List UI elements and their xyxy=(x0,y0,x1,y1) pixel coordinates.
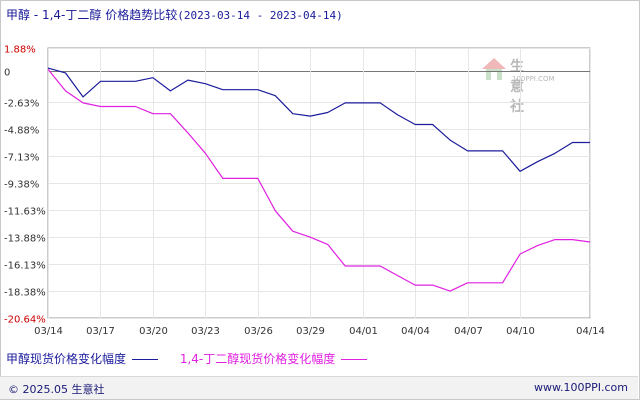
y-axis: 1.88% 0 -2.63% -4.88% -7.13% -9.38% -11.63% -13… xyxy=(4,45,46,326)
y-tick-label: 0 xyxy=(4,68,10,79)
y-tick-label: -2.63% xyxy=(4,99,39,110)
footer-site-link[interactable]: www.100PPI.com xyxy=(534,381,628,394)
x-tick-label: 04/10 xyxy=(506,326,535,337)
y-tick-label: -4.88% xyxy=(4,126,39,137)
x-tick-label: 03/23 xyxy=(191,326,220,337)
watermark-url: 100PPI.COM xyxy=(512,75,555,83)
series-layer xyxy=(47,67,591,292)
series-line-bdo xyxy=(47,68,591,292)
x-tick-label: 04/07 xyxy=(454,326,483,337)
series-line-methanol xyxy=(47,67,590,172)
x-tick-label: 03/29 xyxy=(296,326,325,337)
y-tick-label: -20.64% xyxy=(4,315,46,326)
y-tick-label: -16.13% xyxy=(4,261,46,272)
y-tick-label: -13.88% xyxy=(4,234,46,245)
house-logo-icon xyxy=(482,58,506,80)
price-trend-chart: 1.88% 0 -2.63% -4.88% -7.13% -9.38% -11.63% -13… xyxy=(4,45,605,338)
x-tick-label: 04/01 xyxy=(349,326,378,337)
legend-label-bdo: 1,4-丁二醇现货价格变化幅度 xyxy=(179,352,336,366)
footer: © 2025.05 生意社 www.100PPI.com xyxy=(0,376,638,399)
x-tick-label: 03/17 xyxy=(86,326,115,337)
x-tick-label: 03/26 xyxy=(244,326,273,337)
y-tick-label: -9.38% xyxy=(4,180,39,191)
y-tick-label: -11.63% xyxy=(4,207,46,218)
x-axis: 03/14 03/17 03/20 03/23 03/26 03/29 04/01 04/04… xyxy=(34,326,605,337)
date-range: (2023-03-14 - 2023-04-14) xyxy=(177,9,343,22)
chart-title: 甲醇 - 1,4-丁二醇 价格趋势比较 xyxy=(6,8,178,22)
legend-swatch-methanol xyxy=(132,359,159,360)
x-tick-label: 04/04 xyxy=(401,326,430,337)
grid xyxy=(47,47,591,319)
y-tick-label: -7.13% xyxy=(4,153,39,164)
x-tick-label: 04/14 xyxy=(576,326,605,337)
x-tick-label: 03/20 xyxy=(139,326,168,337)
legend-item-bdo: 1,4-丁二醇现货价格变化幅度 xyxy=(179,350,368,367)
legend-swatch-bdo xyxy=(341,359,368,360)
legend-label-methanol: 甲醇现货价格变化幅度 xyxy=(6,352,127,366)
y-tick-label: -18.38% xyxy=(4,288,46,299)
legend-item-methanol: 甲醇现货价格变化幅度 xyxy=(6,350,159,367)
footer-copyright: © 2025.05 生意社 xyxy=(8,383,105,396)
x-tick-label: 03/14 xyxy=(34,326,63,337)
y-tick-label: 1.88% xyxy=(4,45,36,56)
chart-header: 甲醇 - 1,4-丁二醇 价格趋势比较(2023-03-14 - 2023-04… xyxy=(6,6,343,23)
legend: 甲醇现货价格变化幅度 1,4-丁二醇现货价格变化幅度 xyxy=(6,350,385,367)
